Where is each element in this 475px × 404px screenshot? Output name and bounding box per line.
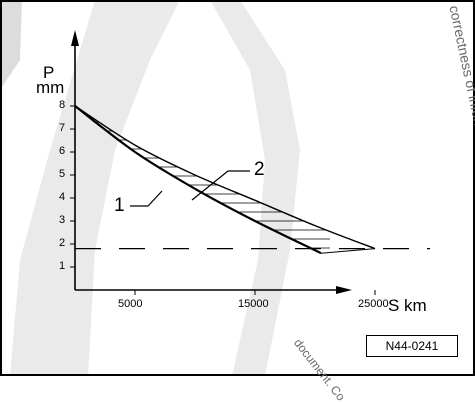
curve-1: [74, 105, 322, 255]
y-tick-label: 6: [59, 145, 66, 157]
x-axis-label: S km: [388, 296, 427, 315]
callout-2-label: 2: [254, 159, 265, 180]
diagram-canvas: [0, 0, 475, 376]
y-tick-label: 7: [59, 122, 66, 134]
y-tick-label: 3: [59, 214, 66, 226]
y-tick-label: 2: [59, 237, 66, 249]
y-tick-label: 5: [59, 168, 66, 180]
callout-1-leader: [130, 190, 163, 207]
diagram-border: [0, 0, 475, 376]
band-outline: [320, 248, 376, 254]
y-axis-unit: mm: [36, 78, 65, 97]
y-tick-label: 8: [59, 99, 66, 111]
y-axis-symbol: P: [43, 63, 55, 82]
x-tick-marks: [134, 290, 376, 295]
x-tick-label: 15000: [238, 298, 269, 310]
x-tick-label: 5000: [118, 298, 143, 310]
x-axis-arrow-icon: [336, 286, 352, 294]
callout-1-label: 1: [114, 195, 125, 216]
callout-2-leader: [191, 170, 250, 201]
y-tick-marks: [70, 105, 75, 268]
y-tick-label: 4: [59, 191, 66, 203]
x-tick-label: 25000: [358, 298, 389, 310]
watermark-shapes: [0, 0, 300, 376]
y-axis-arrow-icon: [71, 30, 79, 46]
figure-id-box: N44-0241: [366, 335, 458, 357]
y-tick-label: 1: [59, 260, 66, 272]
curve-2: [74, 105, 376, 250]
